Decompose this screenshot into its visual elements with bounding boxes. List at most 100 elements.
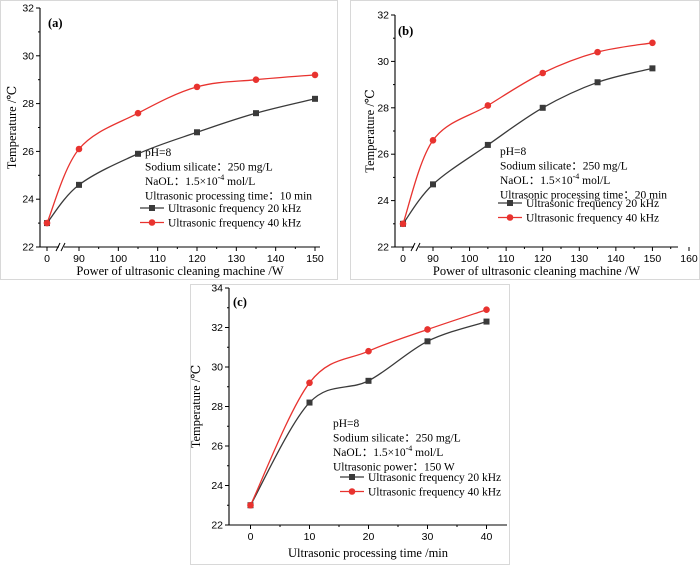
series-2 (247, 306, 490, 509)
legend-marker-circle (348, 488, 356, 495)
x-tick-label: 90 (73, 253, 85, 265)
legend-marker-square (349, 474, 355, 480)
x-tick-label: 90 (427, 253, 439, 265)
chart-panel-3: 22 24 26 28 30 32 34 0 10 20 30 40 Ultrasonic proces… (189, 283, 510, 565)
data-point-circle (247, 501, 254, 509)
x-tick-label: 0 (248, 531, 254, 543)
data-point-square (306, 399, 313, 406)
annotation-text: Sodium silicate：250 mg/L (500, 161, 628, 173)
y-tick-label: 28 (377, 102, 389, 114)
data-point-square (76, 181, 82, 188)
legend-label: Ultrasonic frequency 40 kHz (168, 218, 301, 230)
annotation-text: pH=8 (333, 418, 360, 430)
x-tick-label: 100 (110, 253, 128, 265)
x-tick-label: 10 (304, 531, 316, 543)
x-tick-label: 100 (461, 253, 479, 265)
axis-break-mark (410, 242, 416, 252)
y-tick-label: 30 (211, 362, 223, 374)
y-axis-title: Temperature /℃ (5, 86, 19, 170)
data-point-circle (193, 83, 201, 91)
y-tick-label: 34 (211, 283, 223, 295)
annotation-text: pH=8 (145, 147, 172, 159)
data-point-circle (252, 76, 260, 83)
annotation-text: Sodium silicate：250 mg/L (333, 433, 461, 445)
chart-panel-2: 22 24 26 28 30 32 0 90 100 110 120 130 140 150 160 Powe… (350, 0, 700, 280)
legend-marker-circle (506, 214, 514, 221)
annotation-text: NaOL：1.5×10-4 mol/L (333, 444, 443, 459)
data-point-square (365, 377, 372, 384)
x-axis-title: Ultrasonic processing time /min (288, 546, 449, 560)
x-axis-title: Power of ultrasonic cleaning machine /W (433, 264, 640, 278)
data-point-circle (311, 71, 319, 79)
data-point-square (424, 338, 431, 345)
x-tick-label: 0 (400, 253, 406, 265)
data-point-square (253, 110, 259, 117)
y-tick-label: 26 (22, 146, 34, 158)
y-tick-label: 30 (22, 50, 34, 62)
x-axis-title: Power of ultrasonic cleaning machine /W (76, 264, 283, 278)
data-point-circle (649, 39, 656, 47)
axis-break-mark (55, 242, 61, 252)
y-tick-label: 24 (22, 194, 34, 206)
series-line (249, 320, 487, 506)
legend-marker-square (507, 200, 513, 206)
chart-panel-1: 22 24 26 28 30 32 0 90 100 110 120 130 140 150 Power o… (0, 0, 338, 280)
y-tick-label: 24 (377, 195, 389, 207)
data-point-circle (424, 326, 431, 333)
data-point-circle (539, 69, 547, 77)
panel-label: (c) (233, 295, 247, 309)
panel-label: (b) (398, 24, 413, 38)
y-tick-label: 26 (211, 441, 223, 453)
x-tick-label: 150 (644, 253, 662, 265)
data-point-circle (484, 102, 492, 109)
data-point-circle (43, 219, 51, 227)
data-point-square (312, 95, 318, 102)
y-tick-label: 32 (377, 10, 389, 22)
annotation-text: Sodium silicate：250 mg/L (145, 162, 273, 174)
legend-label: Ultrasonic frequency 40 kHz (526, 213, 659, 225)
data-point-square (194, 129, 200, 136)
data-point-circle (429, 136, 437, 144)
x-tick-label: 0 (44, 253, 50, 265)
data-point-square (135, 150, 141, 157)
panel-frame (0, 0, 338, 280)
x-tick-label: 140 (607, 253, 625, 265)
annotation-text: Ultrasonic power：150 W (333, 462, 455, 474)
legend-marker-circle (148, 219, 156, 226)
y-axis-title: Temperature /℃ (189, 365, 203, 449)
data-point-circle (365, 347, 372, 355)
data-point-circle (134, 109, 142, 117)
x-tick-label: 20 (363, 531, 375, 543)
series-2 (43, 71, 319, 227)
y-tick-label: 32 (211, 322, 223, 334)
data-point-square (484, 141, 491, 148)
y-tick-label: 28 (211, 401, 223, 413)
legend-label: Ultrasonic frequency 20 kHz (526, 198, 659, 210)
x-tick-label: 110 (149, 253, 166, 265)
x-tick-label: 150 (306, 253, 324, 265)
x-tick-label: 120 (534, 253, 552, 265)
x-tick-label: 160 (680, 253, 698, 265)
x-tick-label: 120 (188, 253, 206, 265)
series-line (249, 309, 487, 506)
data-point-circle (306, 379, 313, 387)
data-point-square (483, 318, 490, 325)
annotation-text: pH=8 (500, 146, 527, 158)
x-tick-label: 130 (228, 253, 246, 265)
x-tick-label: 140 (267, 253, 285, 265)
y-tick-label: 22 (211, 520, 223, 532)
data-point-square (594, 79, 601, 86)
data-point-circle (594, 48, 601, 56)
y-axis-title: Temperature /℃ (363, 89, 377, 173)
data-point-circle (399, 220, 407, 228)
legend-marker-square (149, 205, 155, 211)
annotation-text: Ultrasonic processing time：20 min (500, 190, 667, 202)
series-2 (399, 39, 656, 228)
panel-label: (a) (48, 16, 63, 30)
annotation-text: NaOL：1.5×10-4 mol/L (500, 172, 610, 187)
data-point-circle (75, 145, 83, 153)
y-tick-label: 22 (377, 242, 389, 254)
data-point-circle (483, 306, 490, 314)
